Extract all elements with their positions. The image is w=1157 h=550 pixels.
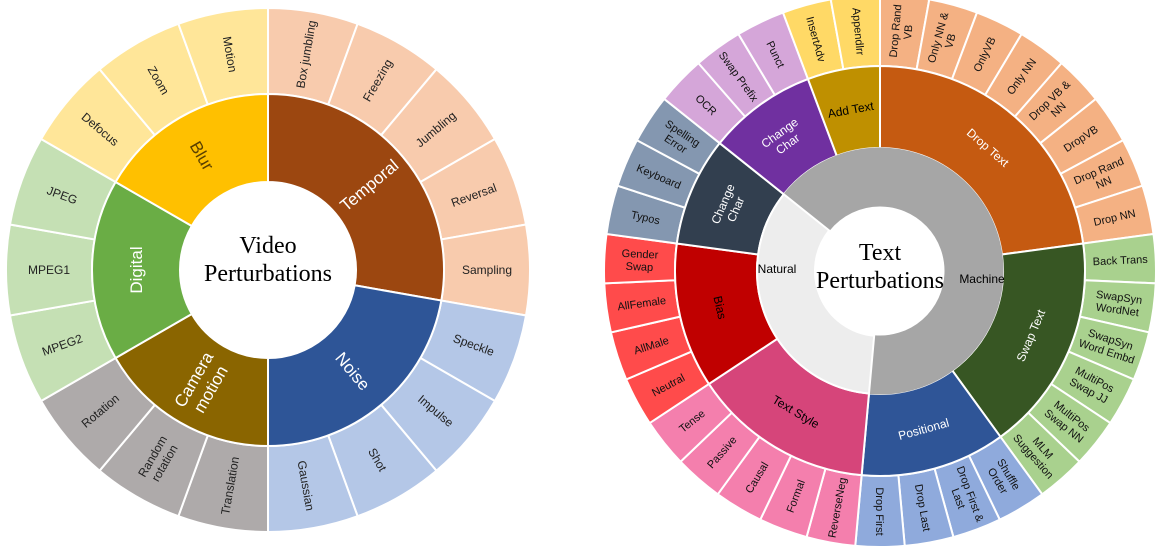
video-digital-segment: Digital bbox=[91, 180, 194, 360]
text-gender-swap-segment: GenderSwap bbox=[603, 232, 678, 285]
video-jumbling-segment: Jumbling bbox=[379, 67, 497, 184]
video-gaussian-segment: Gaussian bbox=[267, 434, 359, 534]
video-blur-wedge bbox=[114, 92, 269, 228]
text-appendlrr-label-line: Appendlrr bbox=[849, 7, 865, 56]
video-digital-label-line: Digital bbox=[127, 246, 146, 293]
video-sampling-segment: Sampling bbox=[440, 223, 531, 317]
text-center-title: Text Perturbations bbox=[816, 240, 944, 294]
text-center-title-line-2: Perturbations bbox=[816, 268, 944, 294]
video-noise-segment: Noise bbox=[267, 284, 443, 448]
text-machine-wedge bbox=[868, 147, 1004, 395]
text-drop-first-label: Drop First bbox=[873, 487, 885, 535]
video-temporal-wedge bbox=[267, 92, 445, 302]
text-swapsyn-wordnet-segment: SwapSynWordNet bbox=[1078, 279, 1157, 334]
text-natural-wedge bbox=[756, 192, 876, 395]
text-gender-swap-label-line: Gender bbox=[621, 248, 659, 262]
video-blur-segment: Blur bbox=[114, 92, 269, 228]
text-drop-rand-vb-label-line: Drop Rand bbox=[888, 4, 905, 58]
video-camera-motion-segment: Cameramotion bbox=[114, 312, 269, 448]
video-center-title: Video Perturbations bbox=[204, 233, 332, 287]
video-center-hole bbox=[180, 182, 356, 358]
text-appendlrr-label: Appendlrr bbox=[849, 7, 865, 56]
video-mpeg1-segment: MPEG1 bbox=[5, 223, 96, 317]
text-drop-rand-vb-label-line: VB bbox=[902, 24, 915, 40]
video-digital-wedge bbox=[91, 180, 194, 360]
text-drop-first-segment: Drop First bbox=[854, 474, 906, 548]
video-box-jumbling-segment: Box jumbling bbox=[267, 6, 359, 106]
text-swapsyn-wordnet-label: SwapSynWordNet bbox=[1094, 289, 1143, 320]
video-freezing-segment: Freezing bbox=[326, 22, 438, 137]
text-mid-swap-text-1-segment: Swap Text bbox=[950, 242, 1086, 439]
text-spelling-error-segment: SpellingError bbox=[635, 97, 722, 176]
text-dropvb-segment: DropVB bbox=[1038, 97, 1125, 176]
text-natural-label: Natural bbox=[758, 262, 797, 276]
video-random-rotation-segment: Randomrotation bbox=[98, 403, 210, 518]
text-back-trans-label-line: Back Trans bbox=[1093, 254, 1149, 268]
text-swap-prefix-segment: Swap Prefix bbox=[696, 32, 777, 119]
video-noise-wedge bbox=[267, 284, 443, 448]
video-sampling-label-line: Sampling bbox=[462, 263, 512, 277]
text-back-trans-label: Back Trans bbox=[1093, 254, 1149, 268]
video-digital-label: Digital bbox=[127, 246, 146, 293]
text-gender-swap-label-line: Swap bbox=[625, 261, 653, 274]
text-gender-swap-label: GenderSwap bbox=[621, 248, 659, 274]
text-machine-label: Machine bbox=[959, 272, 1005, 286]
video-reversal-segment: Reversal bbox=[419, 137, 528, 241]
text-drop-rand-vb-label: Drop RandVB bbox=[888, 4, 917, 59]
video-motion-label: Motion bbox=[220, 35, 240, 73]
text-drop-rand-nn-label-line: NN bbox=[1094, 174, 1113, 191]
video-motion-label-line: Motion bbox=[220, 35, 240, 73]
video-sampling-label: Sampling bbox=[462, 263, 512, 277]
text-mid-bias-4-label-line: Bias bbox=[710, 295, 729, 321]
video-temporal-segment: Temporal bbox=[267, 92, 445, 302]
video-center-title-line-1: Video bbox=[239, 233, 296, 259]
text-drop-nn-segment: Drop NN bbox=[1073, 184, 1155, 245]
text-mid-change-char-6-segment: ChangeChar bbox=[718, 77, 839, 196]
text-back-trans-segment: Back Trans bbox=[1082, 232, 1157, 285]
text-center-hole bbox=[815, 206, 945, 336]
video-center-title-line-2: Perturbations bbox=[204, 261, 332, 287]
text-machine-wedge-2 bbox=[783, 147, 881, 232]
text-swapsyn-wordnet-label-line: WordNet bbox=[1095, 302, 1139, 320]
text-mid-bias-4-label: Bias bbox=[710, 295, 729, 321]
text-only-nn-vb-label-line: VB bbox=[943, 32, 958, 49]
text-mid-add-text-7-segment: Add Text bbox=[806, 64, 881, 158]
text-center-title-line-1: Text bbox=[859, 240, 902, 266]
video-mpeg1-label: MPEG1 bbox=[28, 263, 70, 277]
video-camera-motion-wedge bbox=[114, 312, 269, 448]
video-mpeg1-label-line: MPEG1 bbox=[28, 263, 70, 277]
video-zoom-segment: Zoom bbox=[98, 22, 210, 137]
text-drop-first-label-line: Drop First bbox=[873, 487, 885, 535]
